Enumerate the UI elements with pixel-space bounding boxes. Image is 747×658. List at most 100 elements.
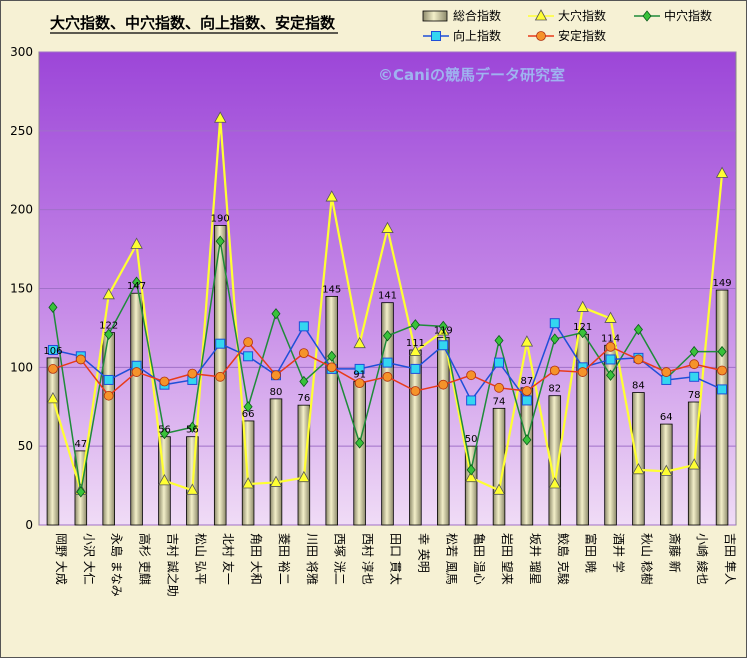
data-point — [187, 368, 198, 379]
category-label: 坂井 瑠星 — [528, 533, 542, 585]
data-point — [410, 363, 421, 374]
data-point — [494, 382, 504, 393]
data-point — [520, 335, 534, 347]
bar-value-label: 147 — [127, 281, 146, 292]
data-point — [410, 319, 420, 331]
data-point — [102, 287, 115, 300]
data-point — [494, 357, 505, 368]
data-point — [382, 357, 393, 368]
data-point — [46, 392, 60, 404]
data-point — [522, 386, 532, 396]
bar-value-label: 141 — [378, 291, 397, 302]
x-axis-categories: 岡野 大成 小沢 大仁 永島 まなみ 高杉 吏麒 吉村 誠之助 松山 弘平 北村 友一 角田 … — [54, 533, 738, 597]
data-point — [130, 237, 143, 249]
bar — [632, 392, 645, 526]
y-tick-label: 0 — [25, 518, 33, 532]
data-point — [577, 367, 588, 377]
category-label: 亀田 温心 — [472, 533, 486, 585]
bar-value-label: 56 — [186, 425, 199, 436]
data-point — [578, 327, 588, 339]
data-point — [103, 374, 114, 385]
data-point — [549, 365, 560, 376]
category-label: 富田 暁 — [584, 533, 599, 573]
bar-value-label: 111 — [406, 338, 425, 349]
data-point — [464, 470, 478, 483]
y-axis-ticks: 0 50 100 150 200 250 300 — [10, 45, 33, 532]
series-line — [46, 111, 729, 495]
category-label: 西塚 洸二 — [333, 533, 347, 585]
category-label: 角田 大和 — [249, 533, 263, 585]
data-point — [271, 308, 281, 320]
data-point — [382, 330, 393, 342]
data-point — [353, 336, 366, 349]
bar-value-label: 84 — [632, 381, 645, 392]
data-point — [466, 464, 476, 476]
legend-item: 大穴指数 — [528, 8, 606, 23]
data-point — [494, 334, 504, 347]
data-point — [298, 321, 309, 332]
y-tick-label: 100 — [10, 360, 33, 374]
bar — [325, 295, 338, 526]
data-point — [243, 351, 254, 362]
series-line — [48, 337, 727, 401]
data-point — [354, 363, 365, 374]
bar — [409, 349, 422, 526]
data-point — [297, 470, 311, 483]
data-point — [466, 395, 477, 406]
data-point — [536, 31, 546, 41]
category-label: 吉村 誠之助 — [165, 533, 179, 597]
bar-value-label: 87 — [521, 376, 534, 387]
chart-title: 大穴指数、中穴指数、向上指数、安定指数 — [50, 14, 336, 32]
data-point — [717, 384, 728, 395]
bar-value-label: 122 — [99, 321, 118, 332]
data-point — [215, 371, 226, 382]
bar-value-label: 91 — [353, 370, 366, 381]
data-point — [492, 483, 506, 495]
bar-value-label: 76 — [297, 393, 310, 404]
category-label: 幸 英明 — [416, 533, 430, 573]
data-point — [215, 338, 226, 349]
data-point — [717, 345, 727, 358]
bar — [297, 404, 311, 526]
category-label: 岡野 大成 — [54, 533, 68, 585]
data-point — [550, 333, 560, 345]
bar-value-label: 47 — [74, 439, 87, 450]
data-point — [605, 341, 616, 352]
data-point — [76, 486, 86, 498]
legend-item: 総合指数 — [422, 8, 501, 23]
data-point — [327, 350, 337, 362]
data-point — [660, 464, 673, 476]
category-label: 鮫島 克駿 — [556, 533, 571, 585]
data-point — [717, 365, 727, 376]
bar-value-label: 106 — [43, 346, 62, 357]
data-point — [354, 378, 365, 389]
data-point — [75, 354, 86, 365]
data-point — [438, 340, 449, 351]
legend-label: 向上指数 — [453, 28, 501, 43]
bar-value-label: 64 — [660, 412, 673, 423]
y-tick-label: 200 — [10, 203, 33, 217]
legend-item: 中穴指数 — [634, 8, 712, 23]
data-point — [104, 328, 114, 340]
bar — [548, 395, 562, 526]
data-point — [689, 371, 700, 382]
category-label: 岩田 望来 — [500, 533, 515, 585]
data-point — [633, 354, 644, 365]
legend-label: 大穴指数 — [558, 8, 606, 23]
bar-value-labels: 106 47 122 147 56 56 190 66 80 76 145 91 141 111 119 50… — [43, 213, 731, 449]
data-point — [466, 370, 477, 381]
data-point — [438, 320, 448, 332]
data-point — [604, 311, 617, 323]
series-line — [48, 235, 727, 498]
bar-value-label: 145 — [322, 284, 341, 295]
category-label: 高杉 吏麒 — [138, 533, 153, 585]
data-point — [299, 375, 309, 388]
data-point — [522, 434, 532, 446]
category-label: 斎藤 新 — [667, 533, 682, 573]
category-label: 松山 弘平 — [193, 533, 207, 585]
data-point — [47, 344, 58, 355]
data-point — [606, 369, 616, 381]
legend-label: 総合指数 — [453, 8, 501, 23]
bar — [130, 292, 143, 526]
